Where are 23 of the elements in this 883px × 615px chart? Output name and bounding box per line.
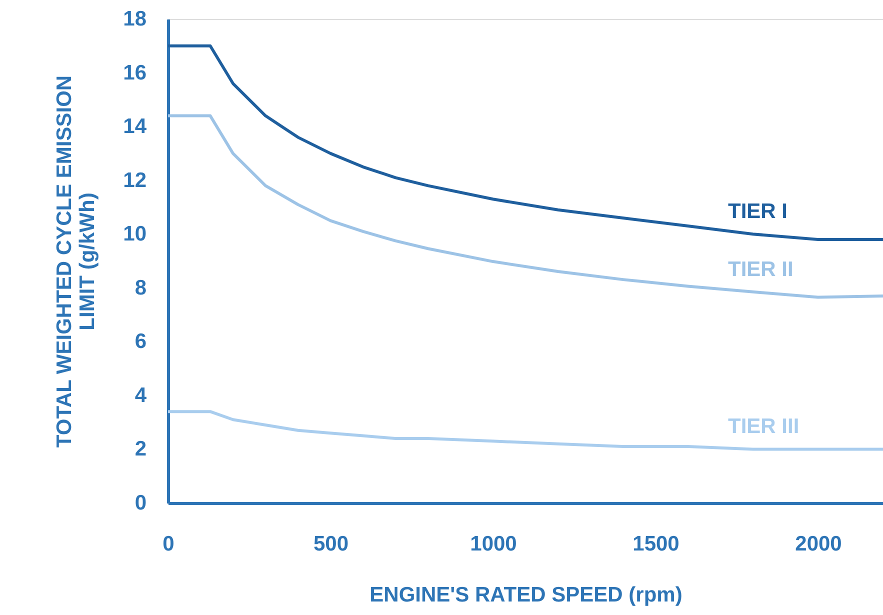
y-tick-label: 8 [134, 276, 147, 300]
y-tick-label: 16 [123, 61, 146, 84]
y-tick-label: 10 [123, 222, 146, 246]
y-tick-label: 2 [134, 438, 146, 461]
y-tick-label: 14 [123, 115, 147, 138]
y-tick-label: 0 [134, 492, 146, 514]
x-tick-label: 1000 [470, 532, 517, 556]
line-series [168, 410, 883, 451]
series-label: TIER I [728, 200, 788, 224]
x-tick-label: 2000 [795, 532, 842, 556]
y-tick-label: 12 [123, 168, 146, 192]
y-axis-title: TOTAL WEIGHTED CYCLE EMISSION LIMIT (g/kWh) [53, 75, 100, 448]
series-label: TIER III [728, 415, 800, 438]
x-tick-label: 0 [162, 532, 174, 556]
x-axis-title: ENGINE'S RATED SPEED (rpm) [370, 584, 682, 606]
y-tick-label: 18 [123, 8, 147, 30]
line-series [168, 44, 883, 241]
y-tick-label: 6 [134, 330, 146, 354]
x-tick-label: 1500 [632, 532, 680, 556]
y-tick-label: 4 [134, 384, 147, 407]
x-tick-label: 500 [313, 532, 349, 556]
line-series [168, 114, 883, 299]
series-label: TIER II [728, 258, 794, 281]
